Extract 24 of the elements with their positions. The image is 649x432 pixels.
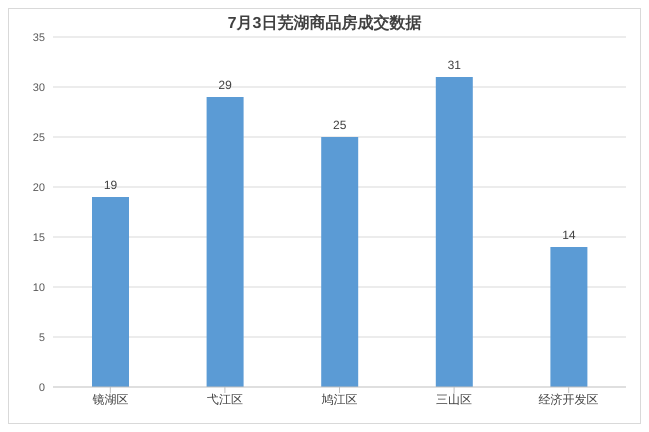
bar [550,247,588,387]
bar [321,137,358,387]
y-tick-label: 10 [32,282,45,294]
y-tick-label: 5 [38,332,45,344]
bar [436,77,473,387]
x-tick-label: 鸠江区 [322,392,358,407]
x-tick-label: 镜湖区 [91,392,128,407]
bar [92,197,129,387]
x-tick-label: 弋江区 [206,392,243,407]
chart-title: 7月3日芜湖商品房成交数据 [226,13,422,32]
y-tick-label: 20 [32,182,45,194]
bar [206,97,244,387]
data-label: 14 [562,228,576,242]
x-tick-label: 经济开发区 [538,392,599,407]
data-label: 31 [448,58,462,72]
y-tick-label: 25 [32,132,45,144]
y-tick-label: 35 [32,32,45,44]
data-label: 19 [104,178,118,192]
y-tick-label: 0 [38,382,45,394]
x-tick-label: 三山区 [436,392,472,407]
y-tick-label: 30 [32,82,45,94]
y-tick-label: 15 [32,232,45,244]
data-label: 29 [218,78,232,92]
data-label: 25 [333,118,347,132]
